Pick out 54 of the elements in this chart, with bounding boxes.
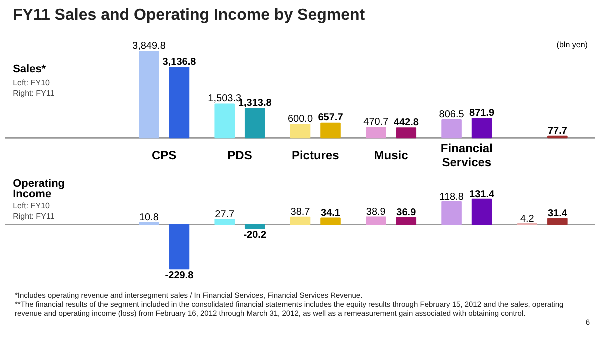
y-axis-title: Sales* xyxy=(13,64,47,76)
x-tick-label: Financial Services xyxy=(440,141,493,170)
bar xyxy=(169,67,190,139)
data-label: 4.2 xyxy=(520,214,535,225)
x-tick-label: Pictures xyxy=(292,148,340,162)
bar xyxy=(366,127,386,139)
data-label: 31.4 xyxy=(548,208,568,220)
data-label: 77.7 xyxy=(548,126,568,137)
data-label: 10.8 xyxy=(139,212,160,224)
data-label: 34.1 xyxy=(321,208,341,220)
text: Left: FY10 Right: FY11 xyxy=(13,201,56,222)
data-label: 657.7 xyxy=(318,112,344,124)
data-label: 38.9 xyxy=(366,207,386,218)
data-label: 600.0 xyxy=(288,114,314,126)
data-label: 27.7 xyxy=(215,209,236,220)
text: Left: FY10 Right: FY11 xyxy=(13,78,56,98)
bar xyxy=(290,216,311,226)
text: (bln yen) xyxy=(556,40,588,50)
bar xyxy=(214,104,236,139)
bar xyxy=(214,218,236,226)
y-axis-title: Operating Income xyxy=(13,178,66,201)
data-label: -229.8 xyxy=(165,270,194,282)
bar xyxy=(244,108,266,139)
bar xyxy=(320,122,341,139)
data-label: 442.8 xyxy=(394,118,420,129)
x-tick-label: CPS xyxy=(152,148,177,162)
bar xyxy=(290,124,311,139)
x-tick-label: Music xyxy=(374,148,409,162)
data-label: -20.2 xyxy=(244,230,267,241)
bar xyxy=(442,119,462,139)
data-label: 806.5 xyxy=(439,109,465,120)
x-tick-label: PDS xyxy=(228,148,252,162)
bar xyxy=(442,201,462,226)
data-label: 131.4 xyxy=(470,189,495,200)
bar xyxy=(366,216,386,226)
data-label: 470.7 xyxy=(364,116,390,128)
data-label: 871.9 xyxy=(470,108,495,119)
bar xyxy=(548,218,568,226)
bar xyxy=(396,217,417,226)
data-label: 1,503.3 xyxy=(208,94,242,105)
data-label: 118.8 xyxy=(440,192,464,203)
bar xyxy=(139,222,160,226)
bar xyxy=(472,198,492,226)
data-label: 3,849.8 xyxy=(132,40,166,52)
bar xyxy=(320,218,341,226)
chart-title: FY11 Sales and Operating Income by Segment xyxy=(13,6,366,26)
data-label: 38.7 xyxy=(290,207,311,218)
bar xyxy=(139,50,160,139)
data-label: 3,136.8 xyxy=(162,56,197,68)
bar xyxy=(244,224,266,230)
bar xyxy=(396,128,417,139)
bar xyxy=(472,118,492,139)
data-label: 36.9 xyxy=(396,208,417,219)
bar xyxy=(169,224,190,270)
